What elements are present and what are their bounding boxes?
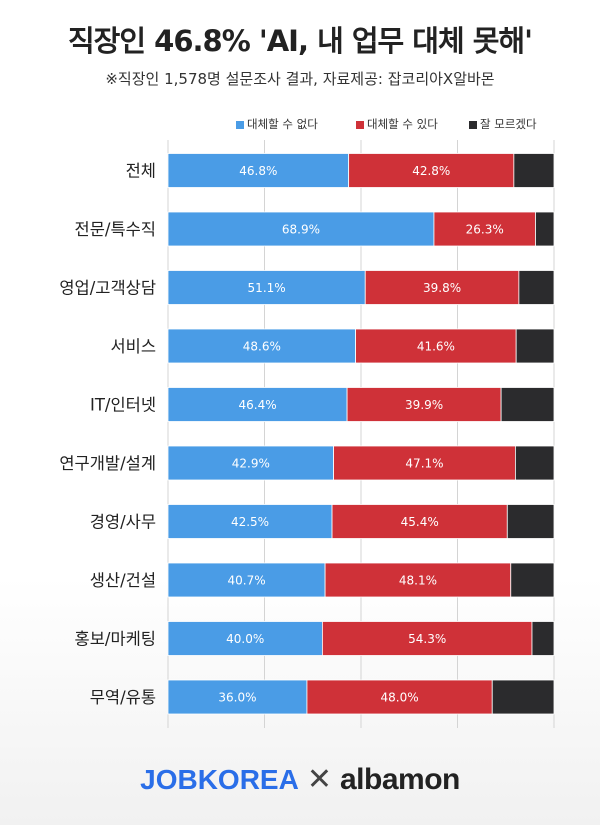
category-label: 전체 [126,162,156,181]
legend-swatch [469,121,477,129]
bar-segment [167,445,334,481]
data-label: 48.0% [381,691,419,705]
chart-subtitle: ※직장인 1,578명 설문조사 결과, 자료제공: 잡코리아X알바몬 [105,70,495,88]
bar-segment [518,270,555,305]
data-label: 39.9% [405,398,443,412]
data-label: 46.8% [239,164,277,178]
bar-segment [167,328,356,364]
data-label: 40.0% [226,632,264,646]
bar-segment [324,562,512,598]
data-label: 46.4% [238,398,276,412]
bar-segment [433,211,536,247]
bar-segment [321,621,533,656]
bar-segment [333,445,516,481]
data-label: 68.9% [282,223,320,237]
data-label: 42.9% [232,457,270,471]
bar-segment [500,387,555,422]
category-label: 생산/건설 [90,571,156,590]
data-label: 39.8% [423,281,461,295]
bar-segment [513,153,555,188]
bar-segment [355,328,517,364]
category-label: 연구개발/설계 [59,454,156,473]
legend-swatch [356,121,364,129]
data-label: 48.6% [243,340,281,354]
category-label: 무역/유통 [90,688,156,707]
category-label: 경영/사무 [90,513,156,532]
bar-segment [535,211,555,247]
data-label: 51.1% [248,281,286,295]
data-label: 47.1% [405,457,443,471]
bar-segment [531,621,555,656]
data-label: 36.0% [218,691,256,705]
bar-segment [167,679,308,715]
bar-segment [346,387,502,422]
jobkorea-logo: JOBKOREA [140,763,299,795]
legend-label: 대체할 수 없다 [247,117,318,131]
category-label: 영업/고객상담 [59,279,156,298]
legend-label: 대체할 수 있다 [367,117,438,131]
category-label: 홍보/마케팅 [75,630,156,649]
bar-segment [515,328,555,364]
data-label: 48.1% [399,574,437,588]
bar-segment [167,153,350,188]
legend-swatch [236,121,244,129]
data-label: 41.6% [417,340,455,354]
bar-segment [515,445,555,481]
data-label: 40.7% [227,574,265,588]
bar-segment [167,621,323,656]
footer-logos: JOBKOREA ✕ albamon [0,762,600,797]
data-label: 54.3% [408,632,446,646]
category-label: 전문/특수직 [75,220,156,239]
bar-segment [491,679,555,715]
data-label: 42.8% [412,164,450,178]
bar-segment [506,504,555,539]
data-label: 26.3% [466,223,504,237]
legend-label: 잘 모르겠다 [480,117,537,131]
chart-title: 직장인 46.8% 'AI, 내 업무 대체 못해' [68,24,533,58]
bar-segment [167,387,348,422]
category-label: 서비스 [110,337,156,356]
bar-segment [331,504,508,539]
albamon-logo: albamon [339,762,460,796]
bar-segment [510,562,555,598]
collab-x-icon: ✕ [306,762,332,797]
bar-segment [167,562,326,598]
data-label: 45.4% [401,515,439,529]
data-label: 42.5% [231,515,269,529]
bar-segment [167,504,333,539]
category-label: IT/인터넷 [90,396,156,415]
